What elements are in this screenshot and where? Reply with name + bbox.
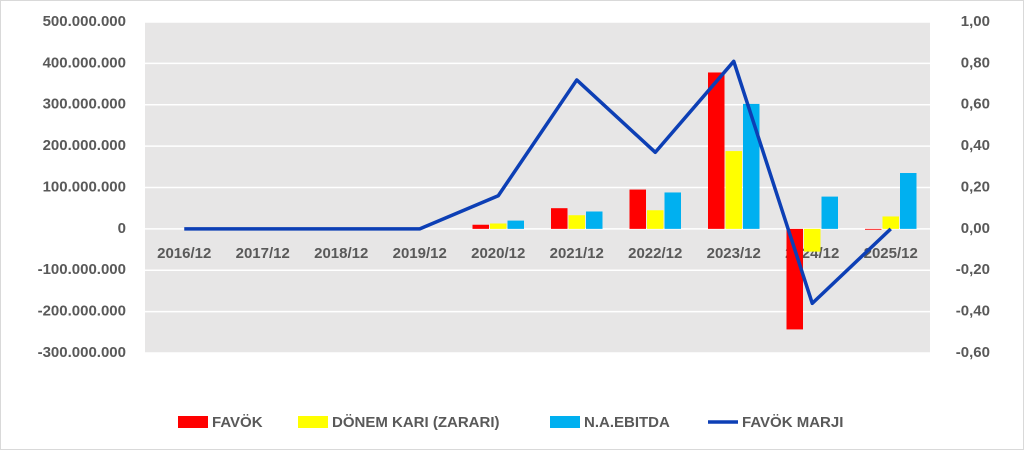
bar [821,196,838,229]
x-tick-label: 2022/12 [628,245,682,262]
bar [882,216,899,229]
bar [725,151,742,229]
legend-label: FAVÖK MARJI [742,414,843,431]
y-tick-label: 400.000.000 [43,54,126,71]
bar [743,103,760,229]
legend-label: N.A.EBITDA [584,414,670,431]
y2-tick-label: -0,60 [956,344,990,361]
bar [507,220,524,229]
y2-tick-label: 0,60 [961,96,990,113]
y2-tick-label: 1,00 [961,13,990,30]
y-tick-label: -100.000.000 [38,261,126,278]
bar [472,224,489,229]
bar [786,228,803,330]
bar [865,228,882,230]
line [184,59,892,306]
y-tick-label: 100.000.000 [43,178,126,195]
y2-tick-label: -0,40 [956,303,990,320]
y-tick-label: -300.000.000 [38,344,126,361]
legend-label: FAVÖK [212,414,263,431]
bar [490,223,507,229]
y2-tick-label: 0,40 [961,137,990,154]
bar [647,210,664,229]
legend-swatch [550,416,580,428]
x-tick-label: 2025/12 [864,245,918,262]
legend-swatch [178,416,208,428]
x-tick-label: 2016/12 [157,245,211,262]
x-tick-label: 2020/12 [471,245,525,262]
y-tick-label: 200.000.000 [43,137,126,154]
y-tick-label: 300.000.000 [43,96,126,113]
y2-tick-label: 0,80 [961,54,990,71]
bar [900,173,917,229]
bar [551,208,568,229]
y2-tick-label: 0,20 [961,178,990,195]
x-tick-label: 2021/12 [550,245,604,262]
y2-tick-label: -0,20 [956,261,990,278]
x-tick-label: 2023/12 [707,245,761,262]
legend-label: DÖNEM KARI (ZARARI) [332,414,499,431]
y-tick-label: -200.000.000 [38,303,126,320]
bar [708,72,725,229]
x-tick-label: 2019/12 [393,245,447,262]
x-tick-label: 2018/12 [314,245,368,262]
bar [629,189,646,229]
y-tick-label: 0 [118,220,126,237]
y2-tick-label: 0,00 [961,220,990,237]
bar [804,228,821,252]
bar [586,211,603,229]
x-tick-label: 2017/12 [236,245,290,262]
bar [568,215,585,229]
bar [664,192,681,229]
y-tick-label: 500.000.000 [43,13,126,30]
legend-swatch [298,416,328,428]
